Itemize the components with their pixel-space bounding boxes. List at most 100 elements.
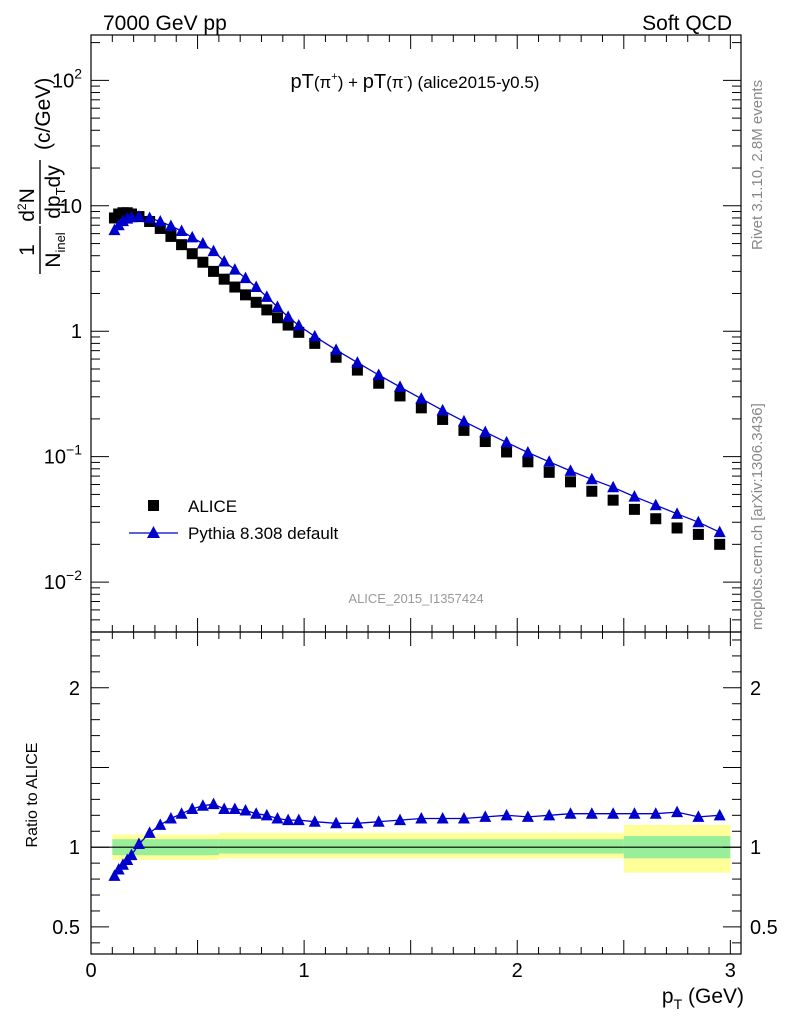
legend-marker-alice	[148, 500, 159, 511]
svg-text:Ninel: Ninel	[42, 232, 68, 268]
alice-point	[650, 513, 662, 525]
alice-point	[176, 239, 188, 251]
pythia-point	[175, 224, 188, 236]
pythia-point	[394, 380, 407, 392]
pythia-point	[239, 271, 252, 284]
ratio-y-tick-label-right: 2	[750, 678, 761, 700]
band-stat	[218, 839, 624, 854]
ratio-panel-frame	[90, 631, 742, 955]
pythia-point	[143, 211, 156, 223]
x-tick-label: 0	[85, 960, 96, 982]
pythia-point	[564, 464, 577, 476]
ratio-pythia-point	[308, 815, 321, 827]
alice-point	[250, 296, 262, 308]
pythia-point	[713, 525, 726, 538]
ratio-pythia-point	[260, 808, 273, 821]
ratio-panel: 0.5 0.5 1 1 2 2 0 1 2 3 Ratio to ALICE pT (GeV)	[24, 631, 778, 1012]
alice-point	[607, 494, 619, 506]
ratio-pythia-point	[521, 810, 534, 822]
pythia-point	[500, 435, 513, 448]
ratio-pythia-point	[186, 802, 199, 814]
ratio-pythia-point	[196, 799, 209, 811]
alice-point	[229, 281, 241, 293]
alice-point	[282, 319, 294, 331]
ratio-y-tick-label-right: 0.5	[750, 917, 778, 939]
main-watermark: ALICE_2015_I1357424	[348, 591, 483, 606]
ratio-pythia-point	[143, 826, 156, 838]
ratio-pythia-point	[607, 807, 620, 819]
svg-text:dpTdy: dpTdy	[42, 165, 68, 219]
pythia-point	[132, 210, 145, 222]
ratio-pythia-point	[457, 812, 470, 824]
x-axis-label: pT (GeV)	[662, 985, 744, 1012]
pythia-point	[154, 214, 167, 227]
pythia-point	[228, 263, 241, 275]
pythia-point	[671, 507, 684, 519]
alice-point	[293, 326, 305, 338]
alice-point	[628, 503, 640, 515]
alice-point	[330, 351, 342, 363]
ratio-y-tick-label: 2	[69, 678, 80, 700]
ratio-pythia-point	[372, 815, 385, 827]
main-title: pT(π+) + pT(π-) (alice2015-y0.5)	[291, 71, 540, 93]
pythia-point	[521, 445, 534, 458]
ratio-y-tick-label-right: 1	[750, 837, 761, 859]
pythia-point	[292, 319, 305, 331]
pythia-point	[415, 392, 428, 404]
x-tick-labels: 0 1 2 3	[85, 960, 735, 982]
alice-point	[501, 446, 513, 458]
alice-point	[692, 528, 704, 540]
ratio-pythia-point	[271, 812, 284, 824]
pythia-point	[207, 244, 220, 257]
alice-point	[165, 230, 177, 242]
main-y-tick-label: 10	[60, 196, 82, 218]
side-label-mcplots: mcplots.cern.ch [arXiv:1306.3436]	[749, 403, 766, 630]
ratio-pythia-point	[436, 812, 449, 824]
ratio-pythia-point	[585, 807, 598, 819]
ratio-pythia-point	[500, 808, 513, 821]
pythia-point	[260, 290, 273, 302]
pythia-point	[479, 425, 492, 438]
ratio-y-tick-labels: 0.5 0.5 1 1 2 2	[52, 678, 778, 939]
ratio-pythia-point	[479, 810, 492, 822]
ratio-pythia-point	[692, 810, 705, 822]
alice-point	[271, 312, 283, 324]
pythia-point	[186, 230, 199, 243]
ratio-pythia-point	[175, 807, 188, 819]
alice-point	[437, 413, 449, 425]
pythia-point	[196, 237, 209, 249]
pythia-point	[372, 368, 385, 380]
ratio-pythia-point	[543, 808, 556, 821]
ratio-pythia-point	[564, 807, 577, 819]
alice-point	[197, 256, 209, 268]
svg-text:d2N: d2N	[15, 188, 39, 222]
pythia-point	[543, 455, 556, 467]
x-tick-label: 1	[299, 960, 310, 982]
ratio-pythia-point	[218, 802, 231, 814]
alice-point	[351, 364, 363, 376]
pythia-point	[585, 472, 598, 485]
alice-point	[522, 456, 534, 468]
main-panel: 10−2 10−1 1 10 102 pT(π+) + pT(π-) (alice201…	[15, 34, 742, 633]
alice-point	[458, 424, 470, 436]
x-tick-label: 3	[725, 960, 736, 982]
legend: ALICE Pythia 8.308 default	[129, 497, 339, 543]
pythia-point	[457, 414, 470, 427]
ratio-pythia-point	[713, 808, 726, 821]
ratio-pythia-point	[628, 807, 641, 819]
alice-point	[373, 377, 385, 389]
alice-point	[394, 390, 406, 402]
ratio-pythia-point	[239, 804, 252, 816]
ratio-pythia-point	[292, 813, 305, 826]
ratio-pythia-point	[649, 807, 662, 819]
alice-point	[309, 337, 321, 349]
pythia-point	[282, 310, 295, 322]
ratio-pythia-point	[671, 805, 684, 818]
main-y-tick-label: 10−2	[44, 567, 82, 594]
ratio-pythia-point	[207, 797, 220, 810]
ratio-pythia-point	[125, 848, 138, 861]
svg-text:1: 1	[16, 244, 39, 256]
svg-text:(c/GeV): (c/GeV)	[32, 78, 55, 150]
legend-label-alice: ALICE	[188, 497, 237, 516]
ratio-y-axis-label: Ratio to ALICE	[24, 743, 41, 848]
